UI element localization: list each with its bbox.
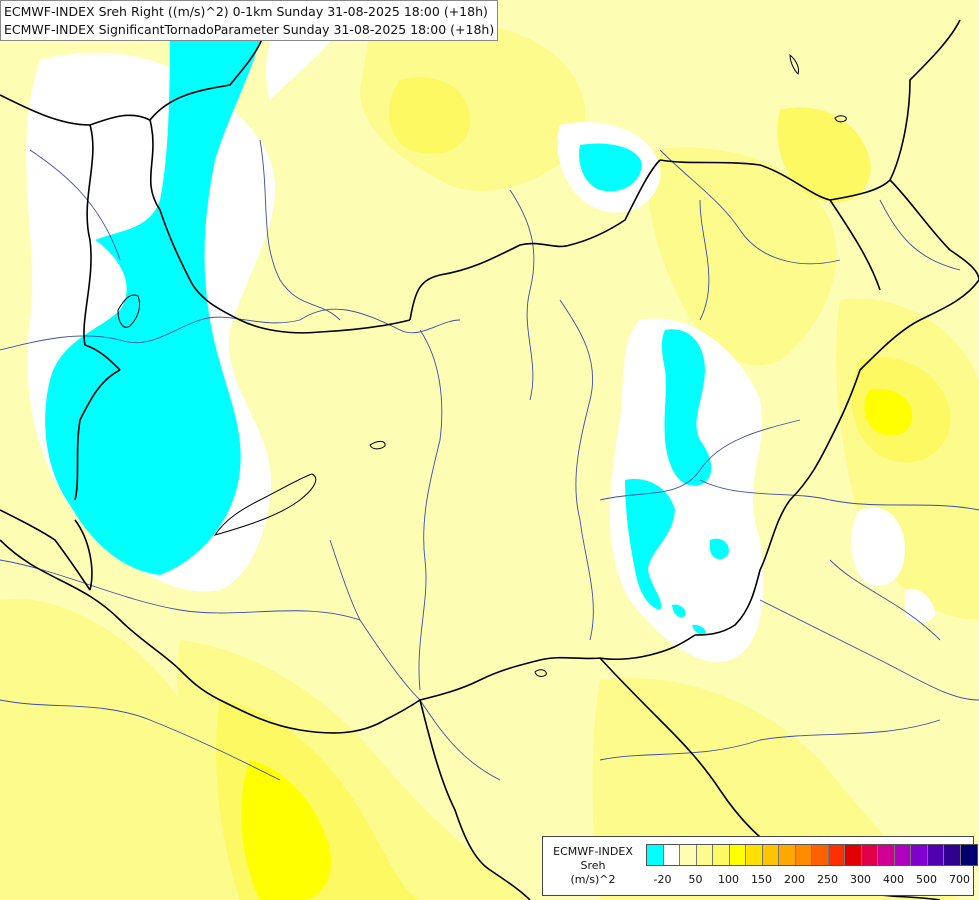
cyan-east-band-2 [625,479,675,610]
white-east-spot [851,507,905,586]
legend-swatch [696,845,713,865]
legend-tick-label: 500 [916,873,937,886]
border-north-east [659,19,961,201]
border-central-north [409,159,661,321]
lakes [117,53,847,677]
lake-small-1 [369,440,386,450]
cyan-north-blob [579,143,642,192]
zone-south-peak [241,760,331,900]
border-west-slovenia [74,519,93,591]
border-south [384,656,601,721]
color-legend: ECMWF-INDEX Sreh (m/s)^2 -20 50 100 150 200 2… [542,836,978,896]
lake-balaton [213,473,317,536]
legend-swatch [894,845,911,865]
cyan-east-dot-3 [692,624,706,635]
legend-title: ECMWF-INDEX Sreh (m/s)^2 [547,845,639,887]
legend-title-source: ECMWF-INDEX [553,845,633,858]
legend-swatch [713,845,730,865]
rivers [0,139,979,781]
border-hr-south [419,699,531,900]
legend-title-variable: Sreh [580,859,606,872]
legend-swatch [663,845,680,865]
legend-swatch [911,845,928,865]
legend-tick-label: -20 [653,873,672,886]
legend-swatch [795,845,812,865]
sreh-negative-areas [45,0,729,635]
border-far-west [74,369,121,501]
lake-small-3 [834,115,847,123]
border-west-lower [0,509,91,591]
cyan-east-dot [710,538,729,560]
sreh-level-high-areas [241,389,913,900]
legend-title-unit: (m/s)^2 [570,873,616,886]
border-west [149,119,411,334]
title-stp: ECMWF-INDEX SignificantTornadoParameter … [4,22,495,37]
cyan-east-band-1 [661,329,712,486]
legend-tick-label: 100 [718,873,739,886]
zone-northeast-core [777,107,871,203]
legend-swatch [647,845,664,865]
legend-swatch [944,845,961,865]
lake-small-4 [534,669,547,677]
zone-east-peak [864,389,913,436]
legend-swatch [729,845,746,865]
legend-swatch [746,845,763,865]
map-title-box: ECMWF-INDEX Sreh Right ((m/s)^2) 0-1km S… [0,0,499,41]
legend-swatch [960,845,977,865]
border-south-east [599,634,696,661]
zone-southwest [0,598,246,900]
border-west-austria [83,124,121,371]
legend-tick-label: 150 [751,873,772,886]
border-north-west [0,0,271,126]
legend-tick-label: 50 [688,873,703,886]
zone-east [647,147,837,366]
zone-north-core [389,77,470,154]
legend-swatch [812,845,829,865]
legend-swatch [878,845,895,865]
legend-swatch [680,845,697,865]
border-south-west [0,539,386,734]
white-east-spot-2 [905,589,935,623]
legend-swatch [861,845,878,865]
cyan-west-band [45,0,271,575]
border-ua-east [829,199,881,291]
legend-tick-label: 700 [949,873,970,886]
legend-tick-label: 200 [784,873,805,886]
border-east [694,179,979,636]
legend-swatch [845,845,862,865]
legend-swatch [779,845,796,865]
legend-ticks: -20 50 100 150 200 250 300 400 500 700 [646,873,970,889]
legend-swatch [762,845,779,865]
legend-swatch [927,845,944,865]
lake-small-2 [789,53,799,75]
title-sreh: ECMWF-INDEX Sreh Right ((m/s)^2) 0-1km S… [4,4,488,19]
lake-neusiedl [117,294,141,328]
legend-swatches [646,844,978,866]
legend-tick-label: 300 [850,873,871,886]
legend-tick-label: 250 [817,873,838,886]
legend-tick-label: 400 [883,873,904,886]
legend-swatch [828,845,845,865]
cyan-east-dot-2 [672,604,686,618]
